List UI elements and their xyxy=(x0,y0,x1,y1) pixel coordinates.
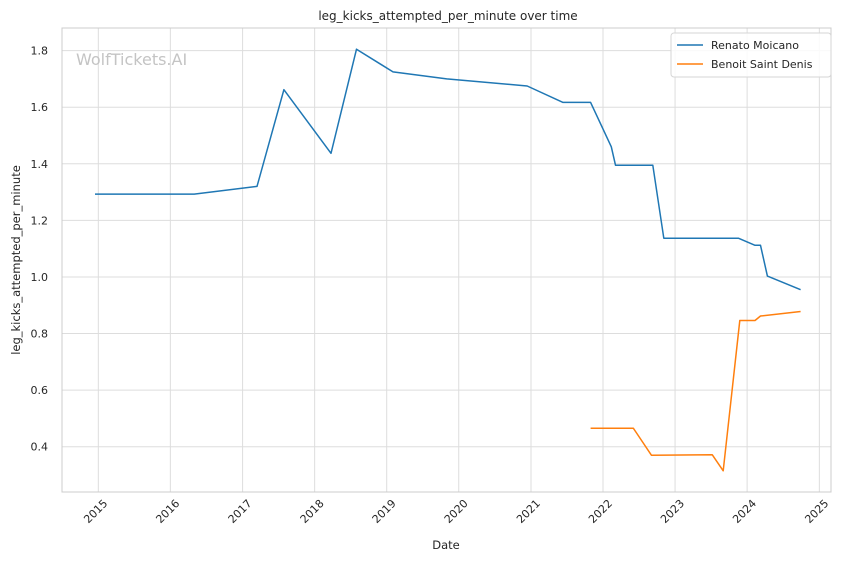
x-tick-label: 2019 xyxy=(370,497,399,526)
x-tick-label: 2024 xyxy=(730,497,759,526)
chart-title: leg_kicks_attempted_per_minute over time xyxy=(318,9,577,23)
y-tick-label: 1.8 xyxy=(31,45,49,58)
x-axis-title: Date xyxy=(432,538,460,552)
plot-area xyxy=(61,27,832,493)
x-tick-label: 2021 xyxy=(514,497,543,526)
x-tick-label: 2016 xyxy=(153,497,182,526)
watermark-text: WolfTickets.AI xyxy=(76,50,187,69)
series-lines xyxy=(95,48,801,472)
legend-label-renato-moicano: Renato Moicano xyxy=(711,39,799,52)
legend-box xyxy=(670,32,832,78)
tick-labels: 2015 2016 2017 2018 2019 2020 2021 2022 2023 2024… xyxy=(31,45,832,526)
x-tick-label: 2022 xyxy=(586,497,615,526)
x-tick-label: 2025 xyxy=(802,497,831,526)
x-tick-label: 2020 xyxy=(442,497,471,526)
x-tick-label: 2023 xyxy=(658,497,687,526)
y-tick-label: 1.6 xyxy=(31,101,49,114)
y-tick-label: 1.2 xyxy=(31,214,49,227)
legend: Renato Moicano Benoit Saint Denis xyxy=(670,32,832,78)
x-tick-label: 2018 xyxy=(298,497,327,526)
legend-label-benoit-saint-denis: Benoit Saint Denis xyxy=(711,58,813,71)
x-tick-label: 2015 xyxy=(81,497,110,526)
series-line-renato-moicano xyxy=(95,48,801,291)
y-tick-label: 0.4 xyxy=(31,441,49,454)
y-tick-label: 0.6 xyxy=(31,384,49,397)
y-axis-title: leg_kicks_attempted_per_minute xyxy=(9,165,23,355)
y-tick-label: 1.0 xyxy=(31,271,49,284)
grid xyxy=(62,28,831,492)
y-tick-label: 0.8 xyxy=(31,328,49,341)
x-tick-label: 2017 xyxy=(226,497,255,526)
y-tick-label: 1.4 xyxy=(31,158,49,171)
series-line-benoit-saint-denis xyxy=(590,310,801,472)
